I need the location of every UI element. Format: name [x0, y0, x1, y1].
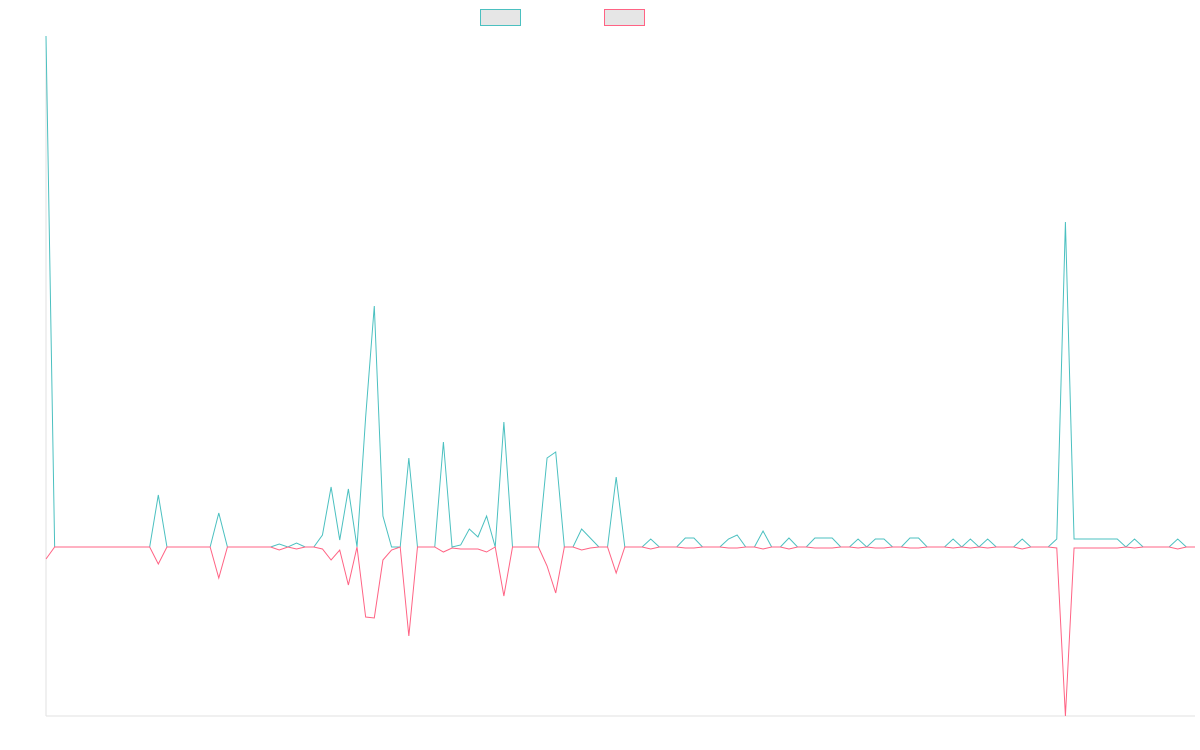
series-line [45, 35, 1195, 548]
legend-swatch [480, 9, 521, 26]
series-line [45, 546, 1195, 717]
legend-swatch [604, 9, 645, 26]
